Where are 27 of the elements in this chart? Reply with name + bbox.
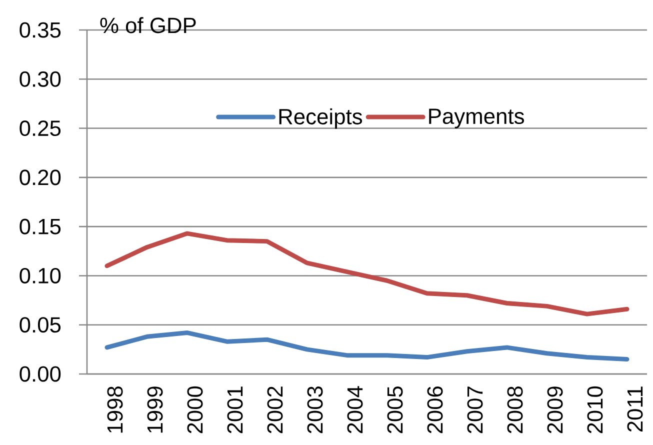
y-tick-label: 0.15 xyxy=(20,218,61,234)
y-axis-title: % of GDP xyxy=(100,17,196,34)
x-tick-label: 2011 xyxy=(627,386,643,432)
x-tick-label: 2008 xyxy=(507,386,523,434)
x-tick-label: 2003 xyxy=(307,386,323,434)
y-tick-label: 0.25 xyxy=(20,120,61,136)
x-tick-label: 1999 xyxy=(147,386,163,433)
x-tick-label: 2009 xyxy=(547,386,563,434)
legend-label: Payments xyxy=(429,108,524,128)
x-tick-label: 2006 xyxy=(427,386,443,434)
y-tick-label: 0.00 xyxy=(20,366,61,382)
y-tick-label: 0.30 xyxy=(20,71,61,87)
x-tick-label: 2000 xyxy=(187,386,203,434)
x-tick-label: 1998 xyxy=(107,386,123,433)
x-tick-label: 2007 xyxy=(467,386,483,434)
x-tick-label: 2001 xyxy=(227,386,243,434)
x-tick-label: 2005 xyxy=(387,386,403,434)
line-series xyxy=(104,330,630,362)
y-tick-label: 0.10 xyxy=(20,268,61,284)
legend-label: Receipts xyxy=(279,108,362,129)
y-tick-label: 0.05 xyxy=(20,317,61,333)
x-tick-label: 2002 xyxy=(267,386,283,434)
line-series xyxy=(104,231,630,316)
x-tick-label: 2004 xyxy=(347,386,363,434)
y-tick-label: 0.20 xyxy=(20,170,61,186)
x-tick-label: 2010 xyxy=(587,386,603,434)
y-tick-label: 0.35 xyxy=(20,22,61,38)
